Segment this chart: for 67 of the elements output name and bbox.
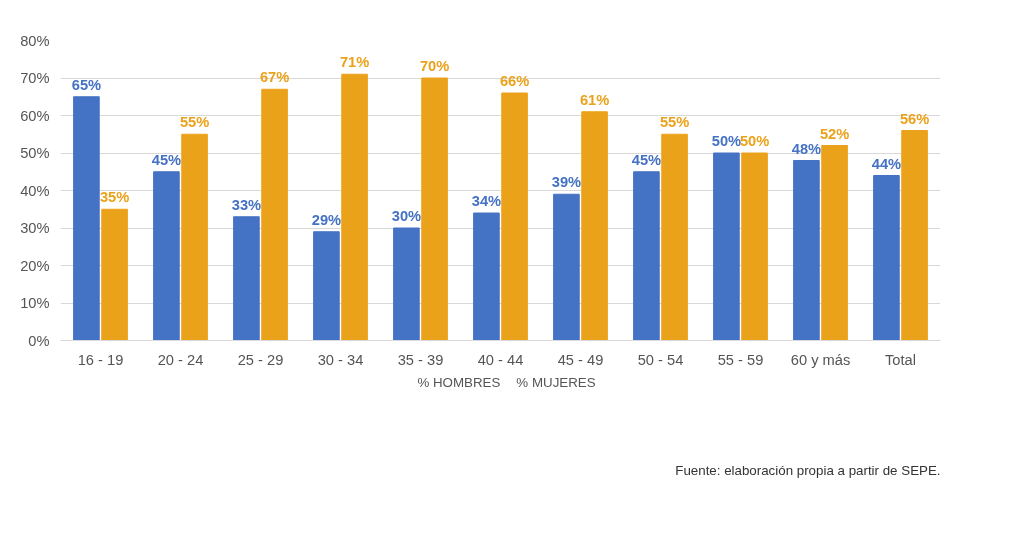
x-tick-label: 60 y más xyxy=(790,351,851,368)
data-label: 45% xyxy=(151,151,182,168)
bar xyxy=(341,73,368,341)
y-tick-label: 80% xyxy=(20,32,50,49)
bar xyxy=(713,152,740,341)
data-label: 34% xyxy=(471,193,502,209)
bar xyxy=(501,92,528,341)
data-label: 55% xyxy=(659,114,690,131)
x-tick-label: 55 - 59 xyxy=(717,351,764,368)
data-label: 29% xyxy=(311,211,342,228)
data-label: 71% xyxy=(339,54,370,71)
data-label: 45% xyxy=(631,151,662,168)
data-label: 55% xyxy=(179,114,210,131)
bar xyxy=(421,77,448,341)
x-tick-label: Total xyxy=(885,351,916,368)
bar xyxy=(153,171,180,341)
text: % MUJERES xyxy=(516,375,596,390)
x-tick-label: 40 - 44 xyxy=(477,351,524,368)
source-note: Fuente: elaboración propia a partir de SEPE. xyxy=(675,463,941,479)
bar xyxy=(313,231,340,341)
y-tick-label: 60% xyxy=(20,107,50,124)
bar xyxy=(873,175,900,341)
data-label: 56% xyxy=(899,110,930,127)
data-label: 61% xyxy=(579,91,610,108)
bar xyxy=(793,160,820,341)
y-tick-label: 20% xyxy=(20,257,50,274)
data-label: 35% xyxy=(99,189,130,206)
x-tick-label: 25 - 29 xyxy=(237,351,284,368)
y-tick-label: 30% xyxy=(20,220,50,236)
y-tick-label: 10% xyxy=(20,295,50,311)
data-label: 39% xyxy=(551,174,582,191)
data-label: 52% xyxy=(819,125,850,142)
y-tick-label: 70% xyxy=(20,70,50,86)
bar xyxy=(261,88,288,341)
data-label: 70% xyxy=(419,58,450,74)
bar xyxy=(901,130,928,341)
data-label: 50% xyxy=(711,133,742,149)
data-label: 66% xyxy=(499,73,530,89)
x-tick-label: 20 - 24 xyxy=(157,351,204,368)
bar xyxy=(101,208,128,341)
x-tick-label: 35 - 39 xyxy=(397,351,444,368)
bar xyxy=(661,133,688,341)
bar xyxy=(393,227,420,341)
x-tick-label: 16 - 19 xyxy=(77,351,124,368)
x-tick-label: 50 - 54 xyxy=(637,351,684,368)
text: % HOMBRES xyxy=(417,375,501,390)
bar xyxy=(473,212,500,341)
data-label: 67% xyxy=(259,69,290,86)
data-label: 48% xyxy=(791,140,822,157)
bar xyxy=(73,96,100,341)
x-tick-label: 30 - 34 xyxy=(317,351,364,368)
y-tick-label: 40% xyxy=(20,182,50,199)
bar xyxy=(633,171,660,341)
y-tick-label: 50% xyxy=(20,145,50,161)
bar xyxy=(181,133,208,341)
bar xyxy=(821,145,848,341)
bar xyxy=(741,152,768,341)
data-label: 50% xyxy=(739,133,770,149)
bar xyxy=(233,216,260,341)
data-label: 44% xyxy=(871,155,902,172)
bar xyxy=(553,193,580,341)
x-tick-label: 45 - 49 xyxy=(557,351,604,368)
bar xyxy=(581,111,608,341)
data-label: 65% xyxy=(71,76,102,93)
data-label: 30% xyxy=(391,208,422,224)
y-tick-label: 0% xyxy=(28,332,50,349)
data-label: 33% xyxy=(231,196,262,213)
